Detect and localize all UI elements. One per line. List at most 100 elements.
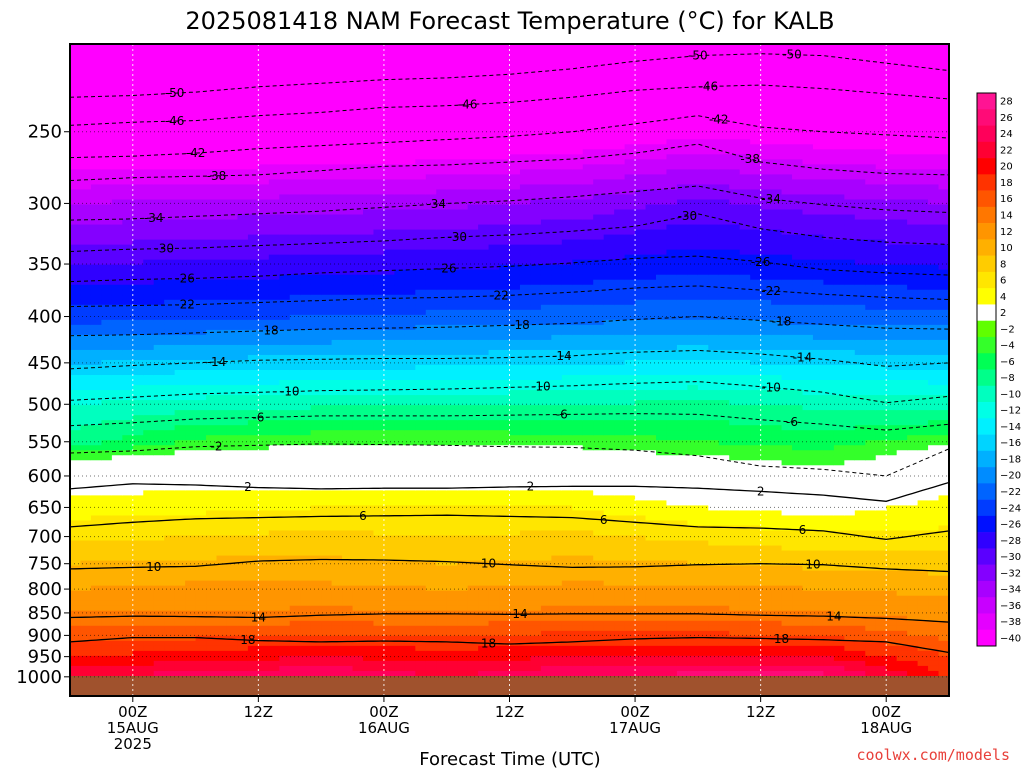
heatmap-cell <box>195 435 207 441</box>
heatmap-cell <box>143 214 155 221</box>
heatmap-cell <box>342 84 354 90</box>
heatmap-cell <box>80 545 92 552</box>
heatmap-cell <box>258 289 270 296</box>
heatmap-cell <box>321 79 333 85</box>
heatmap-cell <box>206 259 218 266</box>
heatmap-cell <box>70 595 82 602</box>
heatmap-cell <box>415 630 427 637</box>
heatmap-cell <box>289 344 301 351</box>
heatmap-cell <box>143 289 155 296</box>
heatmap-cell <box>425 134 437 140</box>
heatmap-cell <box>394 354 406 361</box>
heatmap-cell <box>101 470 113 476</box>
heatmap-cell <box>342 465 354 471</box>
heatmap-cell <box>237 179 249 186</box>
heatmap-cell <box>394 219 406 226</box>
heatmap-cell <box>415 415 427 421</box>
heatmap-cell <box>279 169 291 175</box>
heatmap-cell <box>122 585 134 592</box>
heatmap-cell <box>247 570 259 577</box>
heatmap-cell <box>425 415 437 421</box>
heatmap-cell <box>300 430 312 436</box>
heatmap-cell <box>279 119 291 125</box>
heatmap-cell <box>300 375 312 381</box>
heatmap-cell <box>321 425 333 431</box>
heatmap-cell <box>457 460 469 466</box>
heatmap-cell <box>164 334 176 341</box>
heatmap-cell <box>310 645 322 652</box>
heatmap-cell <box>436 314 448 321</box>
heatmap-cell <box>279 385 291 391</box>
heatmap-cell <box>425 69 437 75</box>
heatmap-cell <box>415 380 427 386</box>
heatmap-cell <box>457 600 469 607</box>
heatmap-cell <box>132 104 144 110</box>
heatmap-cell <box>90 575 102 582</box>
heatmap-cell <box>226 209 239 216</box>
heatmap-cell <box>258 530 270 537</box>
heatmap-cell <box>70 635 82 642</box>
heatmap-cell <box>321 254 333 261</box>
heatmap-cell <box>258 605 270 612</box>
heatmap-cell <box>216 490 228 496</box>
heatmap-cell <box>373 264 385 271</box>
heatmap-cell <box>226 530 239 537</box>
heatmap-cell <box>153 500 165 507</box>
heatmap-cell <box>404 284 416 291</box>
heatmap-cell <box>216 149 228 155</box>
heatmap-cell <box>321 214 333 221</box>
heatmap-cell <box>289 244 301 251</box>
heatmap-cell <box>373 104 385 110</box>
heatmap-cell <box>70 665 82 672</box>
heatmap-cell <box>80 329 92 336</box>
heatmap-cell <box>363 314 375 321</box>
heatmap-cell <box>268 99 280 105</box>
heatmap-cell <box>70 234 82 241</box>
heatmap-cell <box>436 500 448 507</box>
heatmap-cell <box>300 314 312 321</box>
heatmap-cell <box>70 219 82 226</box>
heatmap-cell <box>122 94 134 100</box>
heatmap-cell <box>80 99 92 105</box>
heatmap-cell <box>206 279 218 286</box>
heatmap-cell <box>247 660 259 667</box>
heatmap-cell <box>226 485 239 491</box>
heatmap-cell <box>268 69 280 75</box>
heatmap-cell <box>258 79 270 85</box>
heatmap-cell <box>143 319 155 326</box>
heatmap-cell <box>80 294 92 301</box>
heatmap-cell <box>363 224 375 231</box>
heatmap-cell <box>300 435 312 441</box>
heatmap-cell <box>457 445 469 451</box>
heatmap-cell <box>247 309 259 316</box>
heatmap-cell <box>80 540 92 547</box>
heatmap-cell <box>342 610 354 617</box>
heatmap-cell <box>247 620 259 627</box>
heatmap-cell <box>394 264 406 271</box>
heatmap-cell <box>226 169 239 175</box>
heatmap-cell <box>394 44 406 50</box>
heatmap-cell <box>268 289 280 296</box>
heatmap-cell <box>195 214 207 221</box>
heatmap-cell <box>404 89 416 95</box>
heatmap-cell <box>394 390 406 396</box>
heatmap-cell <box>258 650 270 657</box>
heatmap-cell <box>143 595 155 602</box>
heatmap-cell <box>363 555 375 562</box>
heatmap-cell <box>457 540 469 547</box>
heatmap-cell <box>80 470 92 476</box>
heatmap-cell <box>394 510 406 517</box>
heatmap-cell <box>174 324 186 331</box>
heatmap-cell <box>268 164 280 170</box>
heatmap-cell <box>90 99 102 105</box>
heatmap-cell <box>195 550 207 557</box>
heatmap-cell <box>195 219 207 226</box>
heatmap-cell <box>216 485 228 491</box>
heatmap-cell <box>174 485 186 491</box>
heatmap-cell <box>279 645 291 652</box>
heatmap-cell <box>70 605 82 612</box>
heatmap-cell <box>111 610 123 617</box>
heatmap-cell <box>206 129 218 135</box>
heatmap-cell <box>331 410 343 416</box>
heatmap-cell <box>258 139 270 145</box>
